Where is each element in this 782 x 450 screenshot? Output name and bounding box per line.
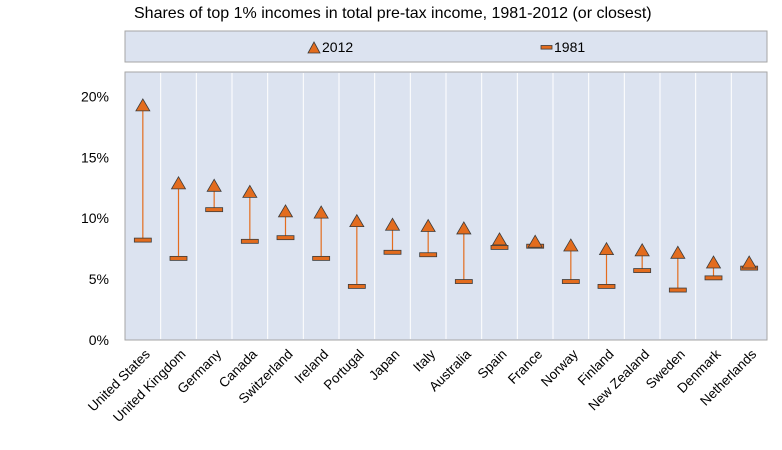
- marker-2012: [527, 234, 543, 248]
- chart-title: Shares of top 1% incomes in total pre-ta…: [134, 5, 652, 22]
- marker-1981: [133, 237, 152, 243]
- legend-triangle-icon: [307, 41, 321, 54]
- marker-1981: [454, 279, 473, 284]
- marker-1981: [419, 252, 438, 258]
- marker-1981: [347, 283, 366, 289]
- series-2012: [135, 98, 757, 269]
- marker-2012: [420, 218, 436, 232]
- gridlines: [160, 73, 732, 339]
- legend-label-1981: 1981: [554, 39, 585, 55]
- legend-box: [124, 30, 768, 63]
- x-tick-label: Japan: [366, 347, 403, 384]
- y-tick-label: 15%: [81, 149, 109, 165]
- marker-2012: [563, 238, 579, 252]
- marker-2012: [491, 232, 508, 246]
- marker-2012: [598, 241, 615, 256]
- legend-label-2012: 2012: [322, 39, 353, 55]
- marker-2012: [741, 255, 757, 269]
- marker-2012: [349, 213, 365, 228]
- marker-2012: [670, 245, 686, 259]
- marker-1981: [276, 235, 295, 241]
- marker-2012: [277, 204, 294, 218]
- marker-1981: [704, 275, 723, 281]
- marker-2012: [170, 176, 187, 190]
- legend: 2012 1981: [124, 30, 768, 63]
- y-tick-label: 0%: [89, 332, 109, 348]
- x-tick-label: Italy: [410, 346, 438, 374]
- y-tick-label: 20%: [81, 88, 109, 104]
- marker-1981: [205, 207, 224, 213]
- x-tick-label: Norway: [538, 346, 581, 389]
- marker-1981: [312, 255, 331, 261]
- marker-2012: [135, 98, 151, 112]
- y-tick-label: 10%: [81, 210, 109, 226]
- marker-2012: [313, 205, 329, 219]
- marker-2012: [634, 243, 650, 257]
- y-tick-label: 5%: [89, 271, 109, 287]
- marker-2012: [705, 255, 722, 269]
- marker-1981: [633, 268, 652, 273]
- marker-2012: [384, 217, 401, 231]
- marker-2012: [242, 184, 258, 198]
- legend-dash-icon: [540, 45, 553, 50]
- marker-2012: [206, 178, 222, 192]
- marker-1981: [668, 287, 687, 293]
- marker-1981: [490, 245, 509, 250]
- marker-1981: [561, 279, 580, 284]
- x-tick-label: Portugal: [321, 347, 367, 393]
- marker-1981: [169, 255, 188, 261]
- marker-1981: [597, 283, 616, 289]
- marker-2012: [456, 221, 472, 235]
- y-axis: 0% 5% 10% 15% 20%: [81, 88, 109, 348]
- marker-1981: [383, 249, 402, 255]
- marker-1981: [240, 238, 259, 244]
